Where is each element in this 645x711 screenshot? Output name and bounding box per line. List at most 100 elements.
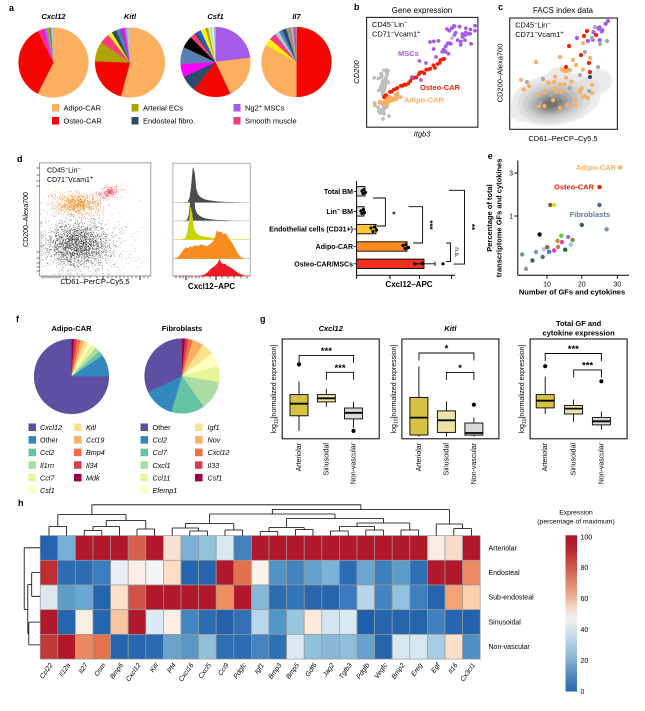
svg-text:Cxcl12: Cxcl12	[319, 324, 344, 333]
svg-text:Il7: Il7	[292, 12, 301, 21]
svg-text:Sinusoidal: Sinusoidal	[443, 443, 450, 476]
svg-text:Mdk: Mdk	[86, 473, 100, 482]
svg-text:Efemp1: Efemp1	[153, 486, 178, 495]
svg-text:Non-vascular: Non-vascular	[471, 442, 478, 484]
svg-text:Sinusoidal: Sinusoidal	[323, 443, 330, 476]
svg-text:cytokine expression: cytokine expression	[543, 329, 616, 338]
svg-text:Total BM: Total BM	[324, 189, 353, 196]
svg-text:Osteo-CAR: Osteo-CAR	[64, 117, 103, 126]
svg-text:CD71− Vcam1+: CD71− Vcam1+	[372, 30, 420, 39]
svg-text:CD61–PerCP–Cy5.5: CD61–PerCP–Cy5.5	[528, 134, 597, 143]
svg-text:CD200–Alexa700: CD200–Alexa700	[496, 44, 505, 103]
svg-text:Il1rn: Il1rn	[40, 461, 54, 470]
svg-text:Gene expression: Gene expression	[392, 6, 452, 15]
svg-text:CD200: CD200	[352, 60, 361, 84]
svg-text:Kitl: Kitl	[86, 423, 96, 432]
svg-text:transcriptome GFs and cytokine: transcriptome GFs and cytokines	[495, 159, 504, 278]
svg-text:Expression: Expression	[559, 510, 593, 517]
svg-text:***: ***	[334, 363, 345, 374]
svg-text:Ccl7: Ccl7	[153, 448, 168, 457]
svg-text:Endosteal fibro.: Endosteal fibro.	[143, 117, 195, 126]
svg-text:Ccl2: Ccl2	[153, 436, 167, 445]
svg-text:(percentage of maximum): (percentage of maximum)	[537, 519, 614, 526]
svg-text:Cxcl12: Cxcl12	[208, 448, 230, 457]
svg-text:Itgb3: Itgb3	[414, 130, 432, 139]
svg-text:Cxcl12: Cxcl12	[41, 12, 66, 21]
svg-text:Csf1: Csf1	[208, 473, 223, 482]
svg-text:Adipo-CAR: Adipo-CAR	[64, 104, 102, 113]
svg-text:Osteo-CAR/MSCs: Osteo-CAR/MSCs	[294, 261, 353, 268]
svg-text:Cxcl12–APC: Cxcl12–APC	[385, 280, 432, 289]
svg-text:Ng2+ MSCs: Ng2+ MSCs	[245, 104, 285, 113]
svg-text:Adipo-CAR: Adipo-CAR	[316, 244, 353, 251]
svg-text:Cxcl1: Cxcl1	[153, 461, 171, 470]
svg-text:FACS index data: FACS index data	[533, 6, 594, 15]
svg-text:Igf1: Igf1	[208, 423, 220, 432]
svg-text:20: 20	[581, 658, 589, 665]
svg-text:Sinusoidal: Sinusoidal	[489, 619, 522, 626]
svg-text:Endothelial cells (CD31+): Endothelial cells (CD31+)	[269, 227, 353, 234]
svg-text:1: 1	[509, 214, 513, 221]
svg-text:***: ***	[582, 360, 593, 371]
svg-text:***: ***	[425, 220, 434, 230]
svg-text:Pf4: Pf4	[166, 662, 178, 675]
svg-text:Ccl11: Ccl11	[153, 473, 171, 482]
svg-text:Endosteal: Endosteal	[489, 570, 521, 577]
svg-text:f: f	[16, 314, 20, 324]
svg-text:Non-vascular: Non-vascular	[351, 442, 358, 484]
svg-text:Non-vascular: Non-vascular	[489, 644, 531, 651]
svg-text:Arteriolar: Arteriolar	[489, 545, 518, 552]
svg-text:e: e	[488, 151, 493, 161]
svg-text:Lin− BM: Lin− BM	[326, 207, 353, 216]
svg-text:d: d	[17, 154, 23, 164]
svg-text:Cxcl12–APC: Cxcl12–APC	[188, 282, 235, 291]
svg-text:Nov: Nov	[208, 436, 221, 445]
svg-text:**: **	[467, 224, 476, 231]
svg-text:c: c	[498, 2, 503, 12]
svg-text:Kitl: Kitl	[124, 12, 137, 21]
svg-text:Osteo-CAR: Osteo-CAR	[554, 183, 595, 192]
svg-text:Cxcl12: Cxcl12	[40, 423, 62, 432]
svg-text:h: h	[18, 498, 24, 508]
svg-text:Kitl: Kitl	[444, 324, 457, 333]
svg-text:Non-vascular: Non-vascular	[598, 442, 605, 484]
svg-text:log10[normalized expression]: log10[normalized expression]	[519, 345, 528, 434]
svg-text:CD45− Lin−: CD45− Lin−	[515, 21, 550, 30]
svg-text:CD45− Lin−: CD45− Lin−	[47, 166, 81, 175]
svg-text:Arterial ECs: Arterial ECs	[143, 104, 183, 113]
svg-text:30: 30	[613, 281, 621, 288]
svg-text:*: *	[388, 211, 397, 215]
svg-text:*: *	[445, 344, 449, 355]
svg-text:Csf1: Csf1	[40, 486, 55, 495]
svg-text:Arteriolar: Arteriolar	[416, 442, 423, 471]
svg-text:Smooth muscle: Smooth muscle	[245, 117, 297, 126]
svg-text:Arteriolar: Arteriolar	[296, 442, 303, 471]
svg-text:Adipo-CAR: Adipo-CAR	[52, 324, 93, 333]
svg-text:Arteriolar: Arteriolar	[542, 442, 549, 471]
svg-text:***: ***	[321, 346, 332, 357]
svg-text:log10[normalized expression]: log10[normalized expression]	[271, 345, 280, 434]
svg-text:Adipo-CAR: Adipo-CAR	[404, 96, 445, 105]
svg-text:Adipo-CAR: Adipo-CAR	[576, 163, 617, 172]
svg-text:Sinusoidal: Sinusoidal	[571, 443, 578, 476]
svg-text:MSCs: MSCs	[398, 49, 419, 58]
svg-text:Sub-endosteal: Sub-endosteal	[489, 595, 535, 602]
svg-text:CD71− Vcam1+: CD71− Vcam1+	[515, 30, 563, 39]
svg-text:a: a	[9, 3, 15, 13]
svg-text:Other: Other	[153, 423, 172, 432]
svg-text:Il33: Il33	[208, 461, 220, 470]
svg-text:Total GF and: Total GF and	[556, 319, 602, 328]
svg-text:g: g	[260, 314, 266, 324]
svg-text:Fibroblasts: Fibroblasts	[162, 324, 202, 333]
svg-text:CD61–PerCP–Cy5.5: CD61–PerCP–Cy5.5	[60, 277, 129, 286]
svg-text:Kitl: Kitl	[149, 662, 160, 674]
svg-text:80: 80	[581, 565, 589, 572]
svg-text:Percentage of total: Percentage of total	[485, 184, 494, 252]
svg-text:20: 20	[578, 281, 586, 288]
svg-text:Other: Other	[40, 436, 59, 445]
svg-text:60: 60	[581, 596, 589, 603]
svg-text:Ccl7: Ccl7	[40, 473, 55, 482]
svg-text:CD45− Lin−: CD45− Lin−	[372, 20, 407, 29]
svg-text:***: ***	[568, 344, 579, 355]
svg-text:40: 40	[581, 627, 589, 634]
